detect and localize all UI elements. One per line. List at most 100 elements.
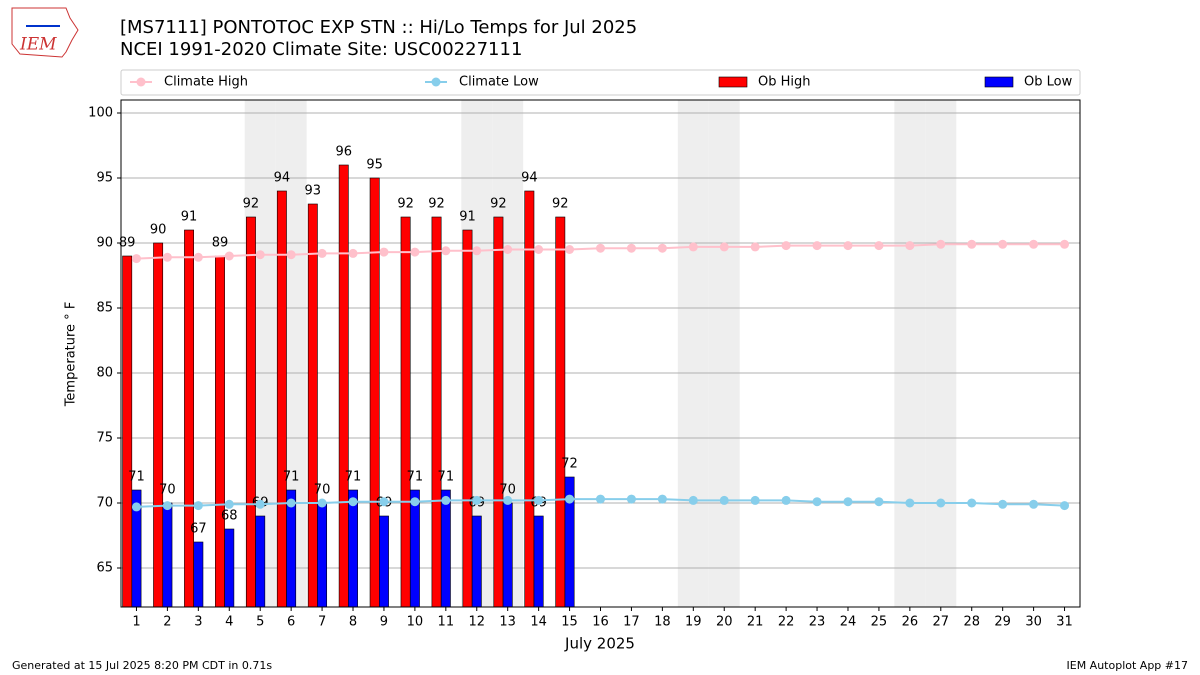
x-tick-label: 31	[1056, 615, 1073, 630]
line-marker	[472, 495, 482, 505]
x-tick-label: 8	[349, 615, 357, 630]
bar-value-label: 89	[119, 236, 136, 251]
line-marker	[719, 495, 729, 505]
bar-value-label: 94	[274, 171, 291, 186]
line-marker	[348, 497, 358, 507]
bar-value-label: 71	[438, 470, 455, 485]
line-marker	[626, 494, 636, 504]
x-axis-label: July 2025	[564, 635, 635, 653]
x-tick-label: 7	[318, 615, 326, 630]
bar	[162, 502, 173, 608]
x-tick-label: 16	[592, 615, 609, 630]
x-tick-label: 4	[225, 615, 233, 630]
line-marker	[410, 497, 420, 507]
line-marker	[534, 245, 544, 254]
bar	[431, 216, 442, 608]
x-tick-label: 2	[163, 615, 171, 630]
line-marker	[905, 498, 915, 508]
line-marker	[1060, 239, 1070, 249]
line-marker	[286, 250, 296, 260]
line-marker	[874, 497, 884, 507]
line-marker	[719, 242, 729, 252]
bar	[348, 489, 358, 608]
bar	[493, 216, 504, 608]
x-tick-label: 14	[530, 615, 547, 630]
x-tick-label: 30	[1025, 615, 1042, 630]
bar-value-label: 94	[521, 171, 538, 186]
line-marker	[750, 242, 760, 252]
bar	[471, 515, 482, 608]
line-marker	[657, 494, 667, 504]
bar-value-label: 96	[335, 145, 352, 160]
line-marker	[193, 252, 203, 262]
bar	[400, 216, 411, 608]
plot-frame	[120, 99, 1081, 608]
bar	[524, 190, 535, 608]
footer-left: Generated at 15 Jul 2025 8:20 PM CDT in …	[12, 659, 272, 672]
bar	[245, 216, 256, 608]
bar-value-label: 71	[283, 470, 300, 485]
line-marker	[255, 499, 265, 509]
line-marker	[626, 243, 636, 253]
x-tick-label: 5	[256, 615, 264, 630]
bar-value-label: 68	[221, 509, 238, 524]
bar	[184, 229, 194, 608]
x-tick-label: 23	[809, 615, 826, 630]
y-tick-label: 90	[96, 236, 113, 251]
x-tick-label: 27	[933, 615, 950, 630]
y-tick-label: 65	[96, 561, 113, 576]
bar-value-label: 95	[366, 158, 383, 173]
bar-value-label: 92	[397, 197, 414, 212]
line-marker	[472, 246, 482, 256]
line-marker	[348, 248, 358, 258]
bar-value-label: 67	[190, 522, 207, 537]
line-marker	[317, 498, 327, 508]
logo-text: IEM	[19, 35, 57, 55]
x-tick-label: 28	[963, 615, 980, 630]
bar	[317, 502, 328, 608]
bar-value-label: 92	[243, 197, 260, 212]
line-marker	[503, 245, 513, 254]
bar	[215, 255, 225, 608]
x-tick-label: 19	[685, 615, 702, 630]
x-tick-label: 24	[840, 615, 857, 630]
line-marker	[750, 495, 760, 505]
line-marker	[255, 250, 265, 260]
line-marker	[131, 502, 141, 512]
bar-value-label: 70	[314, 483, 331, 498]
line-marker	[936, 239, 946, 249]
y-axis-label: Temperature ° F	[64, 302, 79, 408]
bar	[462, 229, 473, 608]
x-tick-label: 21	[747, 615, 764, 630]
weekend-shade	[677, 100, 709, 607]
line-marker	[998, 239, 1008, 249]
bar-value-label: 71	[345, 470, 362, 485]
legend-label: Climate Low	[459, 75, 539, 90]
line-marker	[224, 251, 234, 261]
weekend-shade	[894, 100, 926, 607]
line-marker	[1029, 499, 1039, 509]
bar	[255, 515, 266, 608]
line-marker	[688, 242, 698, 252]
bar	[440, 489, 451, 608]
bar	[193, 541, 204, 608]
line-marker	[967, 498, 977, 508]
line-marker	[503, 495, 513, 505]
line-marker	[162, 501, 172, 511]
y-tick-label: 75	[96, 431, 113, 446]
line-marker	[565, 494, 575, 504]
bar-value-label: 70	[159, 483, 176, 498]
line-marker	[410, 247, 420, 257]
bar	[224, 528, 235, 608]
x-tick-label: 15	[561, 615, 578, 630]
x-tick-label: 10	[407, 615, 424, 630]
x-tick-label: 13	[499, 615, 516, 630]
bar	[533, 515, 544, 608]
legend-label: Climate High	[164, 75, 248, 90]
x-tick-label: 11	[438, 615, 455, 630]
x-tick-label: 3	[194, 615, 202, 630]
line-marker	[565, 245, 575, 254]
bar-value-label: 91	[459, 210, 476, 225]
legend-label: Ob Low	[1024, 75, 1073, 90]
